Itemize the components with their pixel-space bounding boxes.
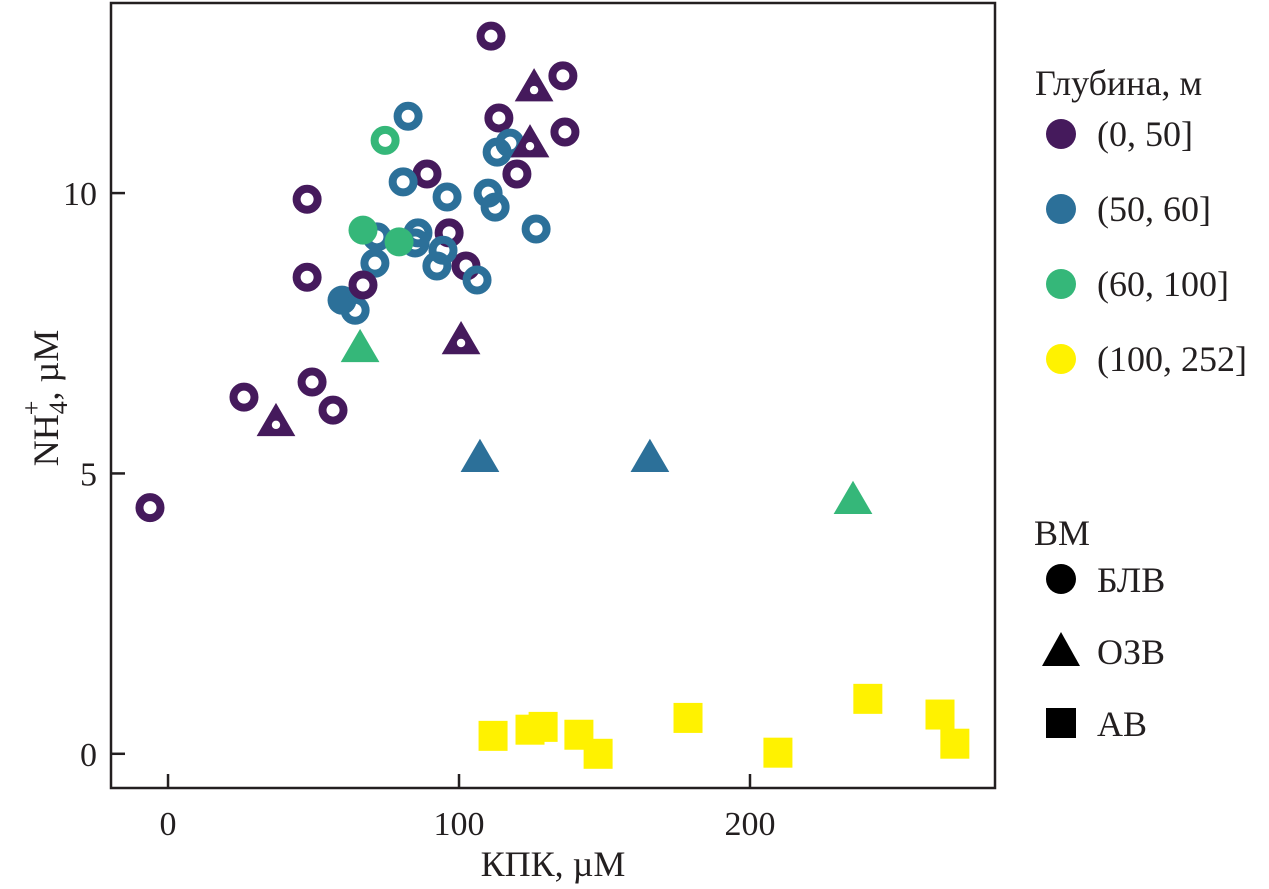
y-axis-title-sup: + (17, 401, 46, 416)
data-point-square (940, 728, 970, 759)
data-point-circle (348, 270, 378, 300)
data-points (135, 21, 970, 769)
data-point-circle (476, 21, 506, 51)
legend-shape-circle-icon (1046, 564, 1076, 594)
axes: 0 100 200 0 5 10 (63, 176, 775, 843)
data-point-circle (297, 367, 327, 397)
data-point-square (528, 711, 558, 742)
y-axis-title: NH4+, µM (17, 330, 73, 466)
data-point-circle (548, 61, 578, 91)
data-point-circle (502, 159, 532, 189)
data-point-circle (388, 167, 418, 197)
data-point-triangle-hole (525, 141, 535, 151)
x-tick-label: 100 (434, 806, 485, 843)
legend-water-mass-label: БЛВ (1097, 560, 1165, 600)
legend-water-mass-label: АВ (1097, 704, 1147, 744)
data-point-circle (360, 248, 390, 278)
data-point-triangle-hole (456, 338, 466, 348)
data-point-triangle (510, 124, 550, 158)
data-point-circle (340, 295, 370, 325)
legend-depth-title: Глубина, м (1035, 63, 1202, 103)
legend-depth-label: (100, 252] (1097, 339, 1247, 379)
data-point-circle (521, 214, 551, 244)
data-point-circle (229, 382, 259, 412)
data-point-circle (432, 182, 462, 212)
data-point-circle (348, 215, 378, 245)
y-tick-label: 5 (80, 456, 97, 493)
data-point-circle (412, 159, 442, 189)
data-point-circle (135, 493, 165, 523)
data-point-square (925, 699, 955, 730)
legend-depth-swatch (1046, 344, 1076, 374)
y-tick-label: 10 (63, 176, 97, 213)
data-point-triangle-hole (529, 85, 539, 95)
data-point-circle (292, 184, 322, 214)
data-point-triangle (340, 328, 380, 363)
legend-water-mass-title: ВМ (1034, 513, 1090, 553)
legend-depth-label: (60, 100] (1097, 264, 1229, 304)
data-point-square (763, 737, 793, 768)
data-point-square (478, 720, 508, 751)
legend-depth-label: (50, 60] (1097, 189, 1211, 229)
x-tick-label: 0 (160, 806, 177, 843)
legend-water-mass-label: ОЗВ (1097, 632, 1165, 672)
legend-depth: Глубина, м (0, 50] (50, 60] (60, 100] (100,… (1035, 63, 1247, 379)
data-point-triangle (460, 438, 500, 472)
data-point-triangle (514, 68, 554, 102)
y-axis-title-main: NH (26, 414, 66, 466)
data-point-triangle-hole (271, 420, 281, 430)
y-axis-title-unit: , µM (26, 330, 66, 401)
data-point-triangle (833, 480, 873, 515)
data-point-circle (384, 227, 414, 257)
y-axis-title-sub: 4 (44, 401, 73, 414)
legend-depth-swatch (1046, 269, 1076, 299)
data-point-circle (462, 265, 492, 295)
data-point-circle (484, 103, 514, 133)
x-axis-title: КПК, µM (481, 844, 626, 884)
legend-shape-triangle-icon (1042, 632, 1080, 666)
data-point-circle (428, 235, 458, 265)
data-point-square (853, 683, 883, 714)
data-point-triangle (441, 320, 481, 355)
data-point-circle (292, 262, 322, 292)
y-tick-label: 0 (80, 737, 97, 774)
legend-depth-swatch (1046, 119, 1076, 149)
data-point-circle (480, 192, 510, 222)
legend-water-mass: ВМ БЛВ ОЗВ АВ (1034, 513, 1165, 744)
data-point-circle (393, 101, 423, 131)
plot-frame (109, 1, 997, 790)
data-point-circle (327, 285, 357, 315)
data-point-circle (318, 395, 348, 425)
legend-shape-square-icon (1046, 708, 1076, 738)
svg-text:NH4+, µM: NH4+, µM (17, 330, 73, 466)
data-point-triangle (630, 438, 670, 472)
plot-border (109, 1, 997, 790)
x-tick-label: 200 (724, 806, 775, 843)
data-point-square (583, 738, 613, 769)
data-point-square (673, 702, 703, 733)
legend-depth-label: (0, 50] (1097, 114, 1193, 154)
legend-depth-swatch (1046, 194, 1076, 224)
data-point-circle (370, 125, 400, 155)
data-point-triangle (256, 402, 296, 437)
data-point-circle (550, 117, 580, 147)
